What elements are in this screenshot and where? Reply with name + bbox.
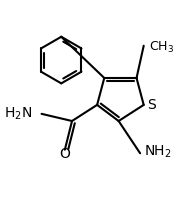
Text: S: S (147, 98, 156, 112)
Text: CH$_3$: CH$_3$ (149, 40, 174, 55)
Text: NH$_2$: NH$_2$ (144, 143, 171, 160)
Text: O: O (59, 147, 70, 161)
Text: H$_2$N: H$_2$N (4, 106, 33, 122)
